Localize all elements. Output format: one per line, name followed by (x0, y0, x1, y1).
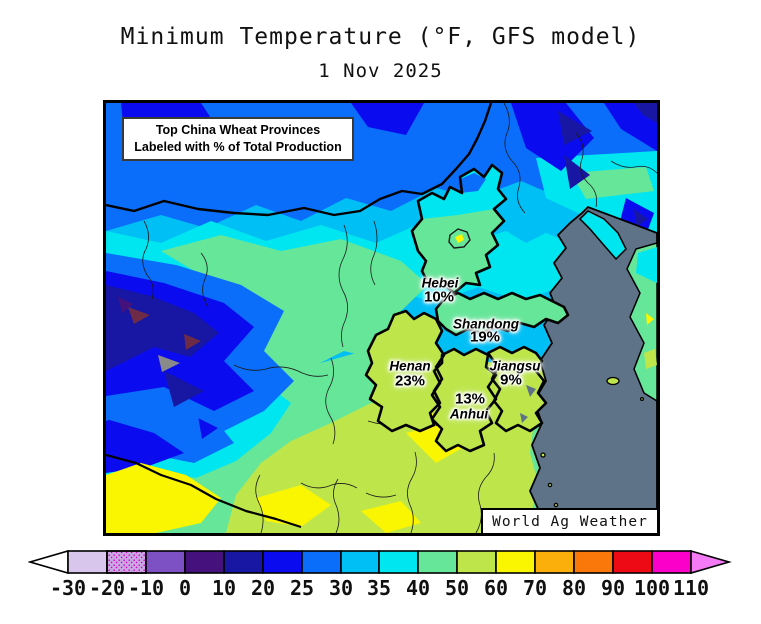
colorbar-tick: 100 (634, 576, 670, 600)
colorbar-tick: 10 (212, 576, 236, 600)
colorbar-segment (223, 550, 264, 574)
colorbar-segment (573, 550, 614, 574)
colorbar-stipple-overlay (106, 550, 147, 574)
colorbar-tick: 50 (445, 576, 469, 600)
page-title: Minimum Temperature (°F, GFS model) (120, 24, 641, 50)
colorbar-segment (612, 550, 653, 574)
colorbar-segment (184, 550, 225, 574)
colorbar: -30 -20 -10 0 10 20 25 30 35 40 50 60 70… (28, 549, 732, 600)
colorbar-tick: -10 (128, 576, 164, 600)
colorbar-tick: 20 (251, 576, 275, 600)
colorbar-left-arrow (28, 549, 69, 575)
colorbar-segment (534, 550, 575, 574)
label-shandong-percent: 19% (469, 328, 501, 346)
colorbar-segment (145, 550, 186, 574)
colorbar-segment (378, 550, 419, 574)
label-anhui-name: Anhui (449, 406, 489, 422)
colorbar-tick: 70 (523, 576, 547, 600)
cold-plateau-blob (106, 253, 294, 431)
map-frame: Top China Wheat Provinces Labeled with %… (103, 100, 660, 536)
colorbar-tick: 80 (562, 576, 586, 600)
liaodong-peninsula (578, 210, 627, 261)
colorbar-tick: -20 (89, 576, 125, 600)
colorbar-tick: 40 (406, 576, 430, 600)
colorbar-tick: 0 (179, 576, 191, 600)
label-hebei-percent: 10% (423, 288, 455, 306)
colorbar-tick: 110 (673, 576, 709, 600)
colorbar-tick: 60 (484, 576, 508, 600)
colorbar-segment (495, 550, 536, 574)
label-henan-percent: 23% (394, 372, 426, 390)
label-jiangsu-percent: 9% (500, 371, 522, 389)
temperature-field (106, 103, 657, 533)
colorbar-tick: 25 (290, 576, 314, 600)
wheat-province-outlines (364, 163, 570, 453)
label-henan-name: Henan (389, 358, 431, 374)
annotation-line2: Labeled with % of Total Production (134, 140, 342, 154)
colorbar-segment (262, 550, 303, 574)
annotation-line1: Top China Wheat Provinces (155, 122, 321, 137)
date-label: 1 Nov 2025 (318, 60, 443, 82)
colorbar-segment (456, 550, 497, 574)
label-anhui-percent: 13% (454, 390, 486, 408)
label-shandong-name: Shandong (453, 316, 519, 332)
colorbar-segment (417, 550, 458, 574)
watermark-box: World Ag Weather (481, 508, 657, 533)
colorbar-tick: 30 (329, 576, 353, 600)
beijing-boundary (448, 228, 471, 249)
korea (626, 242, 657, 402)
colorbar-segment (651, 550, 692, 574)
colorbar-ticks: -30 -20 -10 0 10 20 25 30 35 40 50 60 70… (50, 576, 709, 600)
national-border (106, 103, 493, 529)
colorbar-tick: -30 (50, 576, 86, 600)
watermark-text: World Ag Weather (492, 513, 648, 530)
annotation-box: Top China Wheat Provinces Labeled with %… (122, 117, 354, 161)
colorbar-right-arrow (690, 549, 732, 575)
label-jiangsu-name: Jiangsu (489, 358, 541, 374)
colorbar-tick: 90 (601, 576, 625, 600)
label-hebei-name: Hebei (421, 275, 459, 291)
colorbar-segment (67, 550, 108, 574)
colorbar-tick: 35 (367, 576, 391, 600)
map-canvas (106, 103, 657, 533)
colorbar-segment (301, 550, 342, 574)
colorbar-segment (340, 550, 380, 574)
